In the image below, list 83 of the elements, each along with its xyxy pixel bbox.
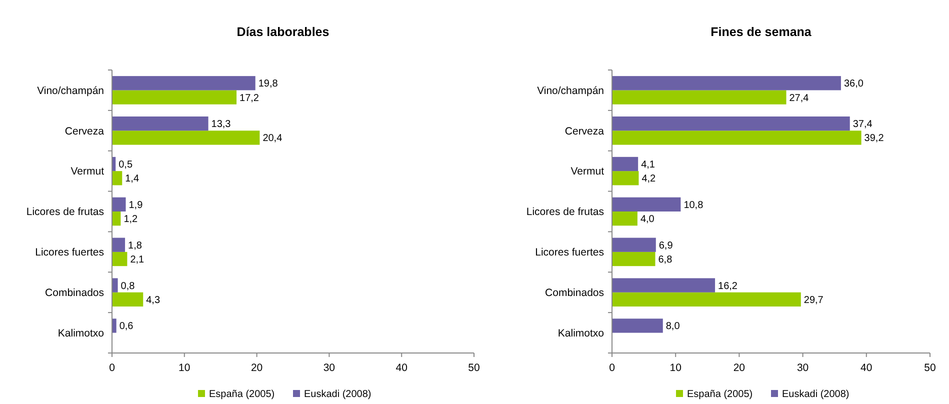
bar: [612, 90, 786, 104]
data-label: 29,7: [804, 294, 824, 306]
bar: [112, 318, 116, 333]
y-tick-label: Cerveza: [564, 125, 604, 138]
data-label: 6,8: [658, 254, 673, 266]
bar: [612, 318, 663, 333]
y-tick-label: Vermut: [70, 166, 104, 178]
y-tick-label: Vino/champán: [37, 84, 104, 97]
x-tick-label: 40: [396, 362, 408, 374]
y-tick-label: Vino/champán: [537, 84, 604, 97]
bar: [612, 212, 638, 226]
bar: [612, 278, 716, 292]
bar: [112, 278, 118, 292]
y-tick-label: Combinados: [45, 287, 104, 300]
bar: [612, 238, 656, 252]
data-label: 4,3: [146, 294, 160, 306]
bar: [612, 76, 841, 90]
data-label: 0,8: [120, 280, 136, 292]
data-label: 19,8: [258, 78, 278, 90]
data-label: 1,2: [124, 214, 138, 226]
y-tick-label: Combinados: [545, 287, 604, 300]
x-tick-label: 30: [796, 362, 809, 374]
data-label: 36,0: [844, 78, 864, 90]
bar: [612, 130, 862, 145]
y-tick-label: Cerveza: [64, 125, 104, 138]
x-tick-label: 0: [609, 362, 616, 374]
data-label: 10,8: [684, 200, 704, 211]
bar: [612, 292, 801, 307]
bar: [112, 197, 126, 212]
bar: [112, 292, 144, 307]
y-tick-label: Licores de frutas: [26, 206, 104, 218]
x-tick-label: 10: [670, 362, 682, 374]
y-tick-label: Licores fuertes: [35, 246, 104, 259]
legend-label: España (2005): [209, 389, 275, 400]
chart-title: Días laborables: [236, 25, 330, 39]
bar: [112, 252, 128, 266]
data-label: 0,5: [118, 159, 133, 170]
data-label: 6,9: [658, 240, 674, 252]
data-label: 37,4: [852, 119, 873, 130]
x-tick-label: 0: [109, 362, 116, 374]
data-label: 4,1: [641, 159, 656, 170]
data-label: 4,2: [642, 174, 656, 185]
bar: [112, 116, 208, 131]
bar: [112, 212, 121, 226]
bar: [612, 116, 850, 131]
bar: [112, 171, 122, 186]
y-tick-label: Licores de frutas: [526, 206, 604, 218]
bar: [612, 171, 639, 186]
bar: [612, 197, 681, 212]
data-label: 39,2: [864, 133, 884, 144]
data-label: 0,6: [119, 321, 134, 332]
data-label: 20,4: [262, 133, 283, 144]
data-label: 1,8: [128, 240, 142, 252]
legend-label: Euskadi (2008): [782, 389, 850, 400]
data-label: 8,0: [666, 321, 680, 332]
bar: [112, 76, 256, 90]
y-tick-label: Vermut: [570, 166, 604, 178]
data-label: 16,2: [718, 280, 738, 292]
x-tick-label: 20: [733, 362, 746, 374]
chart-title: Fines de semana: [710, 25, 812, 39]
legend-label: Euskadi (2008): [304, 389, 372, 400]
y-tick-label: Kalimotxo: [558, 327, 604, 340]
data-label: 13,3: [211, 119, 232, 130]
data-label: 1,9: [128, 200, 144, 211]
data-label: 17,2: [240, 92, 260, 104]
bar: [112, 130, 260, 145]
x-tick-label: 10: [178, 362, 190, 374]
bar: [612, 156, 638, 172]
data-label: 1,4: [125, 174, 140, 185]
x-tick-label: 30: [323, 362, 336, 374]
bar: [612, 252, 656, 266]
bar: [112, 238, 126, 252]
data-label: 4,0: [640, 214, 655, 226]
x-tick-label: 40: [860, 362, 872, 374]
y-tick-label: Licores fuertes: [535, 246, 604, 259]
x-tick-label: 50: [468, 362, 480, 374]
bar: [112, 90, 237, 104]
legend-label: España (2005): [687, 389, 753, 400]
x-tick-label: 20: [250, 362, 263, 374]
data-label: 27,4: [789, 92, 810, 104]
y-tick-label: Kalimotxo: [58, 327, 104, 340]
data-label: 2,1: [130, 254, 145, 266]
x-tick-label: 50: [924, 362, 936, 374]
